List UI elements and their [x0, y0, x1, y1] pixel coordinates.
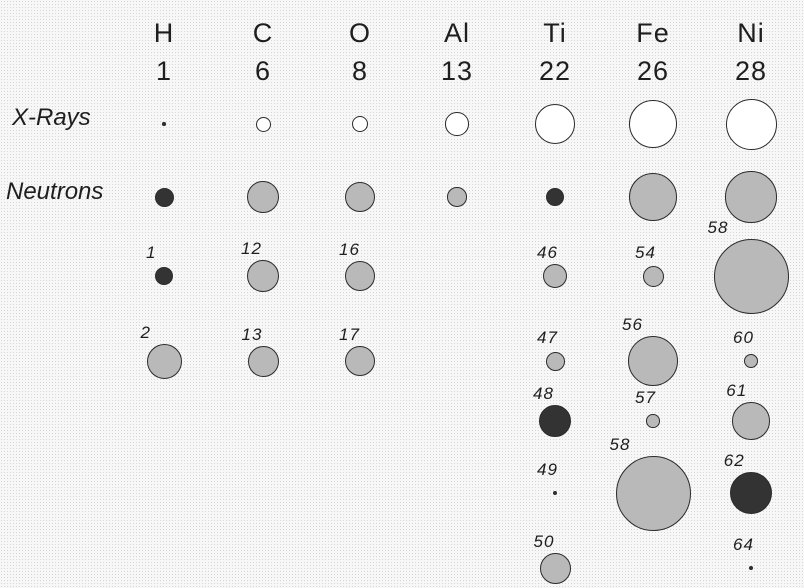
- isotope-mass-label: 2: [140, 322, 151, 342]
- atomic-number: 26: [636, 56, 670, 86]
- isotope-mass-label: 50: [533, 531, 555, 551]
- isotope-circle: [642, 265, 664, 287]
- isotope-mass-label: 61: [726, 381, 748, 401]
- isotope-circle: [749, 566, 753, 570]
- atomic-number: 6: [254, 56, 272, 86]
- element-symbol: Ti: [543, 18, 567, 48]
- isotope-mass-label: 54: [635, 243, 656, 262]
- xray-circle: [445, 112, 469, 136]
- isotope-circle: [729, 471, 773, 515]
- isotope-mass-label: 47: [537, 328, 558, 347]
- isotope-mass-label: 56: [622, 315, 643, 334]
- xray-circle: [725, 98, 777, 150]
- isotope-circle: [743, 353, 759, 369]
- isotope-circle: [713, 238, 789, 314]
- neutron-circle: [247, 181, 279, 213]
- neutron-circle: [725, 171, 777, 223]
- isotope-circle: [552, 490, 558, 496]
- isotope-circle: [539, 405, 571, 437]
- isotope-mass-label: 58: [707, 217, 729, 237]
- isotope-circle: [543, 264, 567, 288]
- isotope-mass-label: 49: [537, 460, 558, 479]
- isotope-mass-label: 12: [241, 239, 262, 258]
- neutron-circle: [628, 172, 678, 222]
- atomic-number: 1: [155, 56, 173, 86]
- atomic-number: 13: [440, 56, 474, 86]
- element-symbol: O: [348, 18, 371, 48]
- isotope-circle: [615, 455, 691, 531]
- isotope-circle: [539, 552, 571, 584]
- element-symbol: Al: [443, 18, 470, 48]
- isotope-circle: [646, 414, 660, 428]
- isotope-mass-label: 62: [723, 450, 745, 470]
- atomic-number: 28: [734, 56, 768, 86]
- neutron-circle: [154, 187, 174, 207]
- xray-circle: [535, 104, 575, 144]
- neutron-circle: [447, 187, 467, 207]
- xrays-row-label: X-Rays: [12, 104, 91, 131]
- isotope-circle: [155, 267, 173, 285]
- xray-circle: [628, 99, 678, 149]
- isotope-circle: [345, 261, 375, 291]
- isotope-circle: [247, 345, 279, 377]
- isotope-circle: [345, 346, 375, 376]
- neutrons-row-label: Neutrons: [6, 178, 104, 205]
- isotope-mass-label: 48: [533, 384, 554, 403]
- isotope-mass-label: 58: [609, 434, 631, 454]
- xray-circle: [352, 116, 368, 132]
- isotope-circle: [247, 260, 279, 292]
- isotope-mass-label: 60: [733, 328, 754, 347]
- neutron-circle: [345, 182, 375, 212]
- isotope-circle: [628, 336, 678, 386]
- xray-circle: [255, 116, 271, 132]
- isotope-circle: [545, 351, 565, 371]
- element-symbol: Ni: [737, 18, 765, 48]
- isotope-mass-label: 13: [241, 324, 263, 344]
- isotope-mass-label: 64: [733, 535, 754, 554]
- xray-circle: [162, 122, 166, 126]
- isotope-mass-label: 46: [537, 243, 558, 262]
- isotope-mass-label: 57: [635, 388, 656, 407]
- isotope-mass-label: 1: [146, 243, 157, 262]
- isotope-circle: [146, 343, 182, 379]
- isotope-mass-label: 16: [339, 240, 360, 259]
- isotope-mass-label: 17: [339, 325, 360, 344]
- neutron-circle: [545, 187, 565, 207]
- atomic-number: 8: [351, 56, 369, 86]
- element-symbol: Fe: [636, 18, 670, 48]
- atomic-number: 22: [538, 56, 572, 86]
- isotope-circle: [732, 402, 770, 440]
- element-symbol: C: [252, 18, 274, 48]
- element-symbol: H: [153, 18, 175, 48]
